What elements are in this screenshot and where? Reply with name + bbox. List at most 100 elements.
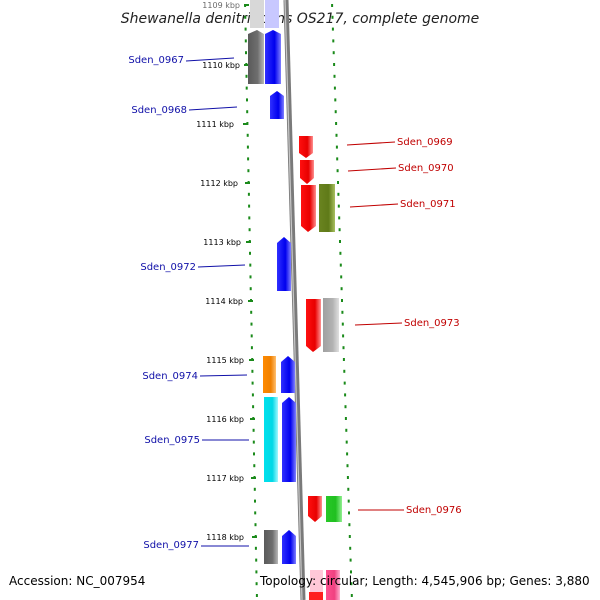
leader-sden-0969 xyxy=(346,141,396,146)
left-tick-dot xyxy=(251,393,254,397)
kbp-mark-1116 xyxy=(250,418,255,420)
left-tick-dot xyxy=(254,511,257,515)
left-tick-dot xyxy=(252,428,255,432)
label-sden-0971[interactable]: Sden_0971 xyxy=(400,199,456,210)
kbp-mark-1118 xyxy=(252,536,257,538)
kbp-label-1117: 1117 kbp xyxy=(206,474,244,483)
label-sden-0976[interactable]: Sden_0976 xyxy=(406,505,462,516)
right-tick-dot xyxy=(334,110,337,114)
label-sden-0968[interactable]: Sden_0968 xyxy=(131,105,187,116)
gene-partial-gray[interactable] xyxy=(250,0,264,28)
left-tick-dot xyxy=(245,51,247,55)
right-tick-dot xyxy=(350,570,352,574)
gene-sden-0976[interactable] xyxy=(308,496,322,522)
gene-sden-0977-gray[interactable] xyxy=(264,530,278,564)
right-tick-dot xyxy=(335,145,338,149)
right-tick-dot xyxy=(331,4,334,7)
gene-sden-0972[interactable] xyxy=(277,237,291,291)
gene-sden-0973-gray[interactable] xyxy=(323,298,339,352)
genome-title: Shewanella denitrificans OS217, complete… xyxy=(121,11,480,27)
leader-sden-0968 xyxy=(188,106,238,111)
right-tick-dot xyxy=(341,310,344,314)
right-tick-scale xyxy=(331,4,353,597)
gene-sden-0977[interactable] xyxy=(282,530,296,564)
left-tick-dot xyxy=(247,157,250,161)
right-tick-dot xyxy=(334,98,337,102)
kbp-label-1113: 1113 kbp xyxy=(203,238,241,247)
gene-sden-0971[interactable] xyxy=(301,185,316,232)
right-tick-dot xyxy=(341,322,344,326)
gene-sden-0975[interactable] xyxy=(282,397,296,482)
right-tick-dot xyxy=(336,169,339,173)
right-tick-dot xyxy=(340,287,343,291)
label-sden-0972[interactable]: Sden_0972 xyxy=(140,262,196,273)
left-tick-dot xyxy=(244,15,247,19)
right-tick-dot xyxy=(338,228,341,232)
right-tick-dot xyxy=(350,582,353,586)
gene-sden-0967-gray[interactable] xyxy=(248,30,264,84)
gene-sden-0974-orange[interactable] xyxy=(263,356,276,393)
left-tick-dot xyxy=(247,169,250,173)
right-tick-dot xyxy=(337,192,340,196)
label-sden-0974[interactable]: Sden_0974 xyxy=(142,371,198,382)
left-tick-dot xyxy=(249,275,252,279)
leader-sden-0970 xyxy=(347,167,397,172)
gene-sden-0970[interactable] xyxy=(300,160,314,184)
left-tick-dot xyxy=(249,263,252,267)
kbp-ruler: 1109 kbp 1110 kbp 1111 kbp 1112 kbp 1113… xyxy=(196,1,257,542)
right-tick-dot xyxy=(342,334,345,338)
right-tick-dot xyxy=(339,240,341,243)
gene-sden-0974[interactable] xyxy=(281,356,295,393)
left-tick-dot xyxy=(248,228,251,232)
kbp-mark-1110 xyxy=(244,64,249,66)
left-tick-dot xyxy=(252,405,255,409)
left-tick-dot xyxy=(255,582,258,586)
left-tick-dot xyxy=(251,369,254,373)
right-tick-dot xyxy=(345,428,348,432)
kbp-mark-1117 xyxy=(251,477,256,479)
accession-text: Accession: NC_007954 xyxy=(9,574,146,588)
leader-sden-0972 xyxy=(197,264,246,268)
gene-partial-red[interactable] xyxy=(309,592,323,600)
label-sden-0970[interactable]: Sden_0970 xyxy=(398,163,454,174)
left-tick-dot xyxy=(248,204,251,208)
kbp-mark-1111 xyxy=(243,123,248,125)
right-tick-dot xyxy=(336,157,339,161)
label-sden-0975[interactable]: Sden_0975 xyxy=(144,435,200,446)
right-tick-dot xyxy=(338,216,341,220)
kbp-mark-1114 xyxy=(248,300,253,302)
chromosome-backbone xyxy=(283,0,306,600)
label-sden-0977[interactable]: Sden_0977 xyxy=(143,540,199,551)
right-tick-dot xyxy=(346,476,349,479)
left-tick-dot xyxy=(253,452,255,456)
gene-sden-0968[interactable] xyxy=(270,91,284,119)
left-tick-dot xyxy=(246,145,249,149)
left-tick-dot xyxy=(254,546,257,550)
kbp-label-1111: 1111 kbp xyxy=(196,120,234,129)
right-tick-dot xyxy=(349,546,352,550)
label-sden-0969[interactable]: Sden_0969 xyxy=(397,137,453,148)
kbp-mark-1113 xyxy=(246,241,251,243)
right-tick-dot xyxy=(344,393,347,397)
reverse-strand-genes xyxy=(248,0,296,564)
gene-sden-0969[interactable] xyxy=(299,136,313,158)
left-tick-dot xyxy=(246,98,248,102)
gene-sden-0967[interactable] xyxy=(265,30,281,84)
right-tick-dot xyxy=(333,63,336,66)
gene-sden-0973[interactable] xyxy=(306,299,321,352)
left-tick-dot xyxy=(249,251,251,255)
label-sden-0967[interactable]: Sden_0967 xyxy=(128,55,184,66)
gene-sden-0971-olive[interactable] xyxy=(319,184,335,232)
gene-sden-0975-cyan[interactable] xyxy=(264,397,278,482)
left-tick-dot xyxy=(249,287,252,291)
left-tick-dot xyxy=(255,570,258,574)
gene-sden-0976-green[interactable] xyxy=(326,496,342,522)
left-tick-dot xyxy=(244,27,247,31)
forward-strand-genes xyxy=(299,136,342,600)
gene-partial-blue[interactable] xyxy=(265,0,279,28)
right-tick-dot xyxy=(346,452,349,456)
label-sden-0973[interactable]: Sden_0973 xyxy=(404,318,460,329)
left-tick-dot xyxy=(250,334,253,338)
gene-partial-pink[interactable] xyxy=(326,570,340,600)
left-tick-dot xyxy=(250,310,253,314)
